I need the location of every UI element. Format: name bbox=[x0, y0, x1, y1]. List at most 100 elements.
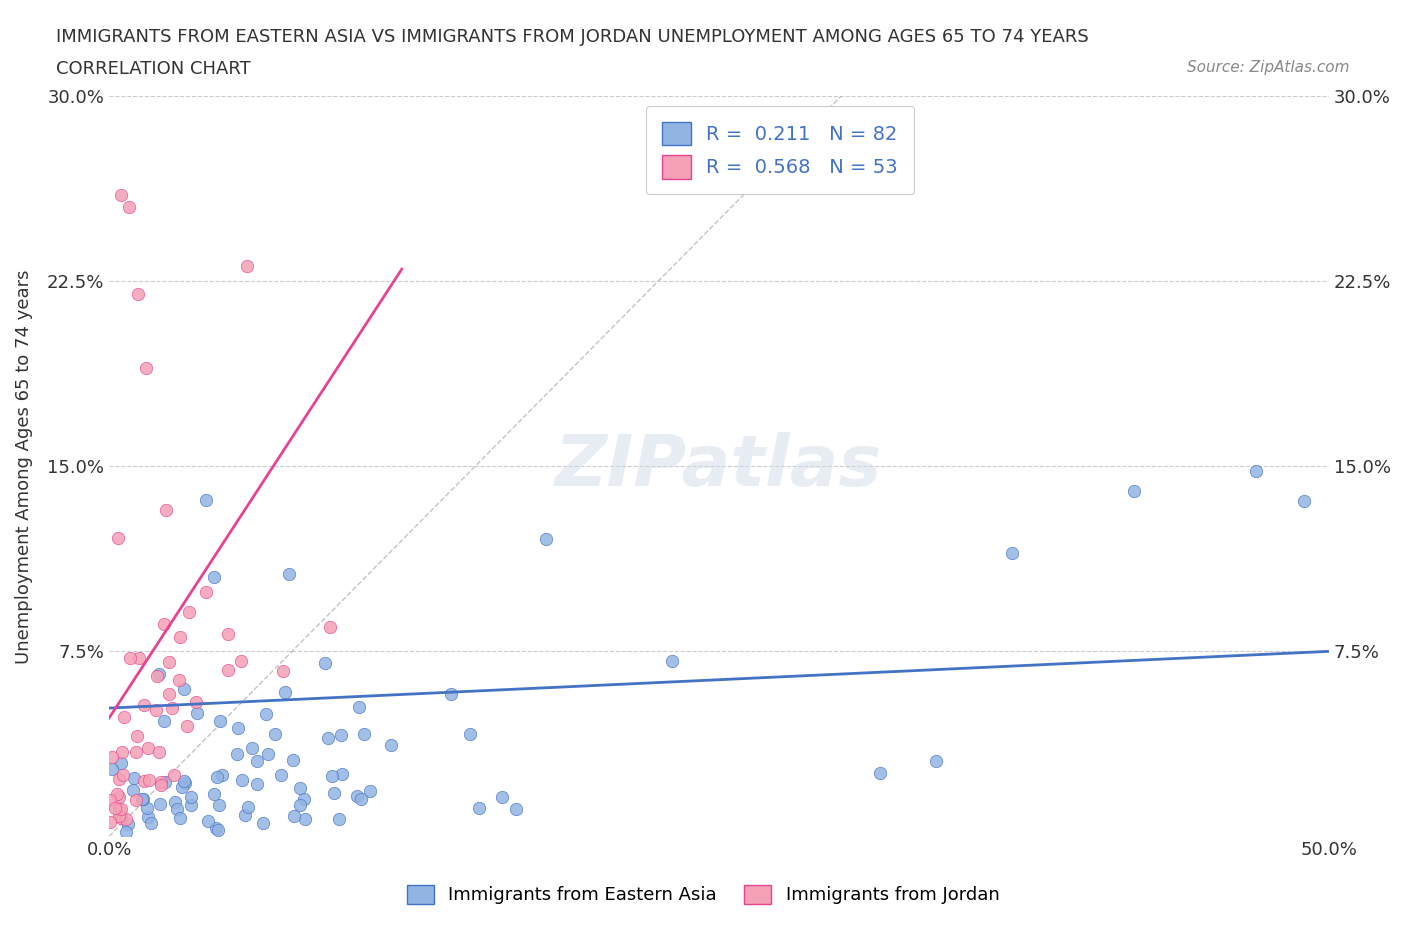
Point bbox=[283, 808, 305, 823]
Point bbox=[1294, 494, 1316, 509]
Point bbox=[209, 714, 232, 729]
Point bbox=[167, 672, 190, 687]
Point bbox=[290, 781, 312, 796]
Point bbox=[238, 800, 260, 815]
Point bbox=[98, 792, 121, 807]
Point bbox=[246, 753, 269, 768]
Point bbox=[141, 816, 163, 830]
Point bbox=[236, 259, 259, 274]
Point bbox=[150, 774, 173, 789]
Point bbox=[217, 662, 239, 677]
Point bbox=[169, 630, 191, 644]
Point bbox=[207, 823, 229, 838]
Point bbox=[353, 726, 375, 741]
Point bbox=[316, 731, 339, 746]
Point bbox=[205, 820, 228, 835]
Point bbox=[271, 664, 294, 679]
Point bbox=[138, 810, 160, 825]
Point bbox=[108, 808, 131, 823]
Point bbox=[346, 789, 368, 804]
Point bbox=[125, 728, 148, 743]
Point bbox=[1001, 545, 1024, 560]
Point bbox=[169, 811, 191, 826]
Point bbox=[122, 771, 145, 786]
Point bbox=[162, 700, 184, 715]
Point bbox=[111, 744, 134, 759]
Point bbox=[112, 710, 135, 724]
Point bbox=[149, 796, 172, 811]
Legend: R =  0.211   N = 82, R =  0.568   N = 53: R = 0.211 N = 82, R = 0.568 N = 53 bbox=[647, 106, 914, 194]
Point bbox=[157, 655, 180, 670]
Point bbox=[107, 530, 129, 545]
Point bbox=[240, 740, 263, 755]
Point bbox=[101, 762, 124, 777]
Point bbox=[254, 707, 277, 722]
Point bbox=[117, 817, 139, 831]
Point bbox=[101, 750, 124, 764]
Point bbox=[208, 798, 231, 813]
Point bbox=[194, 585, 217, 600]
Point bbox=[231, 654, 253, 669]
Point bbox=[202, 570, 225, 585]
Point bbox=[233, 807, 256, 822]
Point bbox=[132, 698, 155, 712]
Point bbox=[107, 802, 129, 817]
Point bbox=[180, 797, 202, 812]
Point bbox=[110, 756, 132, 771]
Point bbox=[136, 740, 159, 755]
Point bbox=[211, 767, 233, 782]
Point bbox=[505, 801, 527, 816]
Point bbox=[98, 815, 121, 830]
Point bbox=[132, 791, 155, 806]
Point bbox=[204, 787, 226, 802]
Point bbox=[117, 200, 139, 215]
Text: CORRELATION CHART: CORRELATION CHART bbox=[56, 60, 252, 78]
Point bbox=[111, 767, 134, 782]
Point bbox=[155, 775, 177, 790]
Point bbox=[127, 286, 149, 301]
Point bbox=[110, 808, 132, 823]
Point bbox=[173, 682, 195, 697]
Point bbox=[155, 502, 177, 517]
Point bbox=[1244, 464, 1267, 479]
Point bbox=[264, 726, 287, 741]
Point bbox=[330, 727, 353, 742]
Text: ZIPatlas: ZIPatlas bbox=[555, 432, 883, 501]
Point bbox=[125, 792, 148, 807]
Point bbox=[135, 360, 157, 375]
Point bbox=[166, 802, 188, 817]
Point bbox=[104, 801, 127, 816]
Point bbox=[131, 791, 153, 806]
Point bbox=[661, 654, 683, 669]
Point bbox=[328, 811, 350, 826]
Point bbox=[360, 784, 382, 799]
Point bbox=[270, 768, 292, 783]
Point bbox=[246, 777, 269, 791]
Point bbox=[380, 737, 402, 752]
Point bbox=[288, 797, 311, 812]
Point bbox=[149, 777, 172, 792]
Point bbox=[184, 694, 207, 709]
Point bbox=[226, 747, 249, 762]
Point bbox=[207, 770, 229, 785]
Point bbox=[157, 686, 180, 701]
Point bbox=[231, 772, 253, 787]
Point bbox=[283, 752, 305, 767]
Point bbox=[148, 667, 170, 682]
Text: IMMIGRANTS FROM EASTERN ASIA VS IMMIGRANTS FROM JORDAN UNEMPLOYMENT AMONG AGES 6: IMMIGRANTS FROM EASTERN ASIA VS IMMIGRAN… bbox=[56, 28, 1090, 46]
Point bbox=[153, 617, 176, 631]
Point bbox=[1122, 484, 1144, 498]
Point bbox=[869, 765, 891, 780]
Point bbox=[180, 790, 202, 805]
Point bbox=[226, 721, 249, 736]
Point bbox=[440, 686, 463, 701]
Point bbox=[534, 531, 557, 546]
Point bbox=[925, 754, 948, 769]
Point bbox=[135, 801, 157, 816]
Point bbox=[292, 791, 315, 806]
Point bbox=[138, 773, 160, 788]
Point bbox=[163, 795, 186, 810]
Point bbox=[467, 801, 489, 816]
Point bbox=[314, 656, 336, 671]
Point bbox=[105, 786, 128, 801]
